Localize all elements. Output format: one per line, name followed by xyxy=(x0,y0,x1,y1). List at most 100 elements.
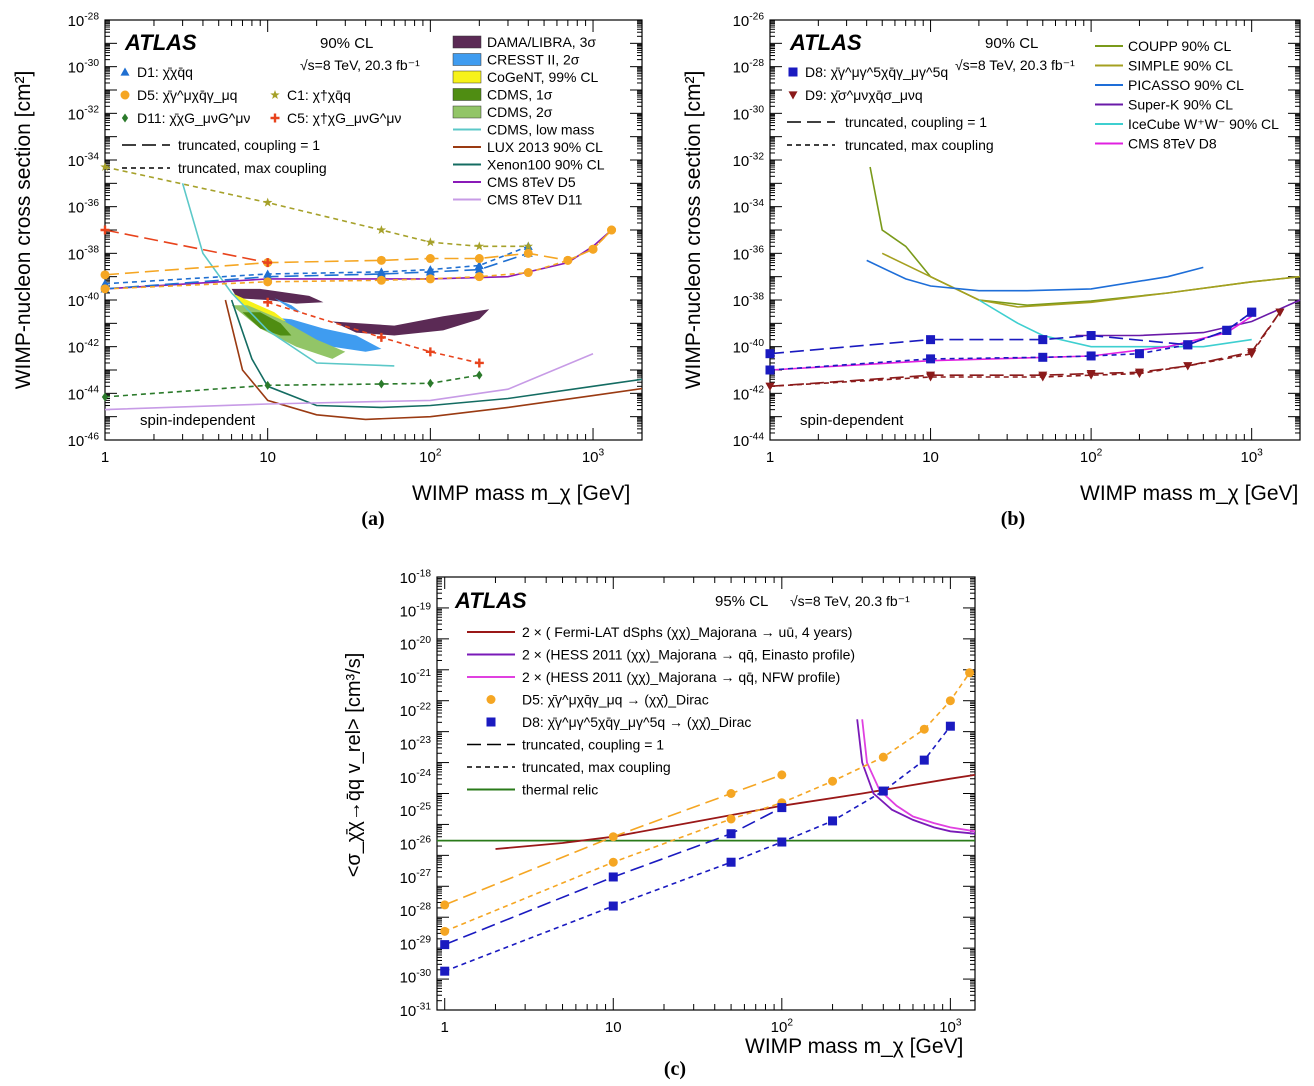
y-tick-label: 10-34 xyxy=(68,151,100,170)
data-point xyxy=(376,332,386,342)
legend-label: C5: χ†χG_μνG^μν xyxy=(287,110,401,126)
series-line xyxy=(104,245,529,285)
x-tick-label: 1 xyxy=(766,449,774,466)
legend-label: 2 × (HESS 2011 (χχ)_Majorana → qq̄, NFW … xyxy=(522,669,840,685)
legend-marker xyxy=(788,67,798,77)
data-point xyxy=(440,900,450,910)
legend-swatch xyxy=(452,53,482,66)
data-point xyxy=(263,297,273,307)
x-tick-label: 102 xyxy=(771,1017,794,1036)
atlas-label: ATLAS xyxy=(454,588,527,613)
data-point xyxy=(264,380,271,390)
data-point xyxy=(100,270,110,280)
data-point xyxy=(101,392,109,402)
data-point xyxy=(926,373,936,382)
legend-label: Xenon100 90% CL xyxy=(487,157,605,173)
legend-label: CDMS, low mass xyxy=(487,122,594,138)
data-point xyxy=(608,857,618,867)
legend-label: D8: χ̄γ^μγ^5χq̄γ_μγ^5q xyxy=(805,64,948,80)
y-tick-label: 10-44 xyxy=(68,385,100,404)
y-tick-label: 10-28 xyxy=(400,901,432,920)
legend-label: D9: χ̄σ^μνχq̄σ_μνq xyxy=(805,87,923,103)
x-tick-label: 102 xyxy=(1080,447,1103,466)
data-point xyxy=(1038,352,1048,362)
y-tick-label: 10-30 xyxy=(68,58,100,77)
series-line xyxy=(104,229,613,276)
x-axis-label: WIMP mass m_χ [GeV] xyxy=(745,1035,963,1058)
y-tick-label: 10-40 xyxy=(733,338,765,357)
cl-label: 90% CL xyxy=(985,35,1038,52)
x-tick-label: 10 xyxy=(605,1019,622,1036)
data-point xyxy=(919,755,929,765)
limit-curve xyxy=(181,183,395,367)
data-point xyxy=(263,269,273,278)
data-point xyxy=(100,225,110,235)
legend-label: thermal relic xyxy=(522,782,598,798)
legend-label: CMS 8TeV D5 xyxy=(487,174,576,190)
limit-curve xyxy=(769,315,1253,371)
panel-b: (b) ATLAS 90% CL √s=8 TeV, 20.3 fb⁻¹ spi… xyxy=(682,11,1301,530)
data-point xyxy=(474,358,484,368)
limit-curve xyxy=(861,719,976,833)
panel-label: (c) xyxy=(664,1058,686,1080)
data-point xyxy=(945,721,955,731)
y-tick-label: 10-28 xyxy=(733,58,765,77)
y-tick-label: 10-26 xyxy=(733,11,765,30)
series-line xyxy=(769,311,1281,388)
series-line xyxy=(769,311,1253,371)
x-tick-label: 103 xyxy=(939,1017,962,1036)
data-point xyxy=(1247,350,1257,359)
cl-label: 90% CL xyxy=(320,35,373,52)
data-point xyxy=(100,284,110,294)
legend-label: D5: χ̄γ^μχq̄γ_μq xyxy=(137,87,237,103)
legend-label: truncated, coupling = 1 xyxy=(845,114,987,130)
legend-label: C1: χ†χq̄q xyxy=(287,87,351,103)
y-tick-label: 10-27 xyxy=(400,868,432,887)
data-point xyxy=(777,837,787,847)
legend-marker xyxy=(486,695,496,704)
cresst-region xyxy=(274,298,301,313)
data-point xyxy=(440,926,450,936)
series-line xyxy=(444,774,783,906)
data-point xyxy=(523,241,533,251)
y-tick-label: 10-29 xyxy=(400,935,432,954)
y-tick-label: 10-20 xyxy=(400,635,432,654)
legend-label: SIMPLE 90% CL xyxy=(1128,58,1233,74)
data-point xyxy=(926,335,936,345)
x-tick-label: 102 xyxy=(419,447,442,466)
legend-label: DAMA/LIBRA, 3σ xyxy=(487,34,596,50)
y-tick-label: 10-36 xyxy=(733,245,765,264)
data-point xyxy=(376,255,386,265)
legend-label: CMS 8TeV D11 xyxy=(487,192,583,208)
limit-curve xyxy=(104,352,594,411)
data-point xyxy=(427,378,434,388)
region-label: spin-independent xyxy=(140,412,256,429)
data-point xyxy=(777,770,787,780)
data-point xyxy=(607,225,617,235)
y-tick-label: 10-32 xyxy=(68,105,100,124)
data-point xyxy=(608,872,618,882)
limit-curve xyxy=(866,259,1204,292)
data-point xyxy=(376,225,387,234)
legend-label: truncated, max coupling xyxy=(845,137,994,153)
energy-label: √s=8 TeV, 20.3 fb⁻¹ xyxy=(300,57,420,73)
data-point xyxy=(726,789,736,798)
y-tick-label: 10-24 xyxy=(400,768,432,787)
atlas-label: ATLAS xyxy=(124,30,197,55)
data-point xyxy=(919,724,929,734)
y-tick-label: 10-42 xyxy=(68,338,100,357)
legend-marker xyxy=(270,113,280,123)
limit-curve xyxy=(881,252,1301,308)
limit-curve xyxy=(856,719,976,835)
cl-label: 95% CL xyxy=(715,593,768,610)
data-point xyxy=(425,347,435,357)
legend-label: truncated, max coupling xyxy=(522,759,671,775)
data-point xyxy=(1086,351,1096,361)
legend-label: D8: χ̄γ^μγ^5χq̄γ_μγ^5q → (χχ̄)_Dirac xyxy=(522,714,751,730)
legend-label: D1: χ̄χq̄q xyxy=(137,64,193,80)
data-point xyxy=(1183,340,1193,350)
x-axis-label: WIMP mass m_χ [GeV] xyxy=(1080,482,1298,505)
x-tick-label: 10 xyxy=(922,449,939,466)
legend-marker xyxy=(121,113,129,123)
y-axis-label: WIMP-nucleon cross section [cm²] xyxy=(12,71,35,390)
